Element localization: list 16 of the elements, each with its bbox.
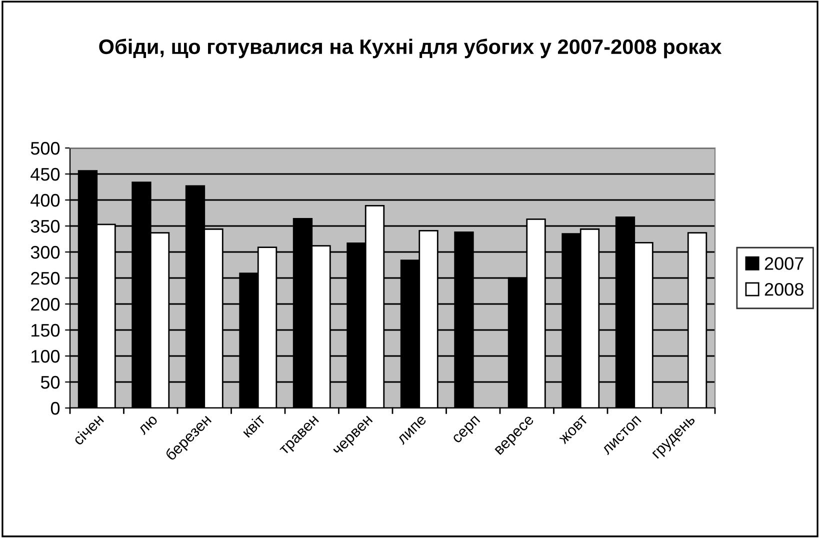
y-tick-label: 250 — [31, 272, 60, 285]
x-tick-label: квіт — [241, 413, 266, 438]
y-tick-label: 500 — [30, 142, 60, 155]
legend-label: 2008 — [764, 282, 804, 296]
y-tick-label: 100 — [32, 350, 60, 363]
y-tick-label: 0 — [50, 402, 60, 415]
x-tick-label: лю — [138, 415, 158, 436]
chart-title: Обіди, що готувалися на Кухні для убогих у 2007-2008 роках — [99, 38, 722, 58]
y-tick-label: 200 — [31, 298, 60, 311]
y-tick-label: 350 — [30, 220, 60, 233]
y-tick-label: 400 — [30, 194, 60, 207]
y-tick-label: 300 — [30, 246, 60, 259]
y-tick-label: 150 — [32, 324, 60, 337]
y-tick-label: 450 — [30, 168, 60, 181]
legend-label: 2007 — [764, 257, 804, 270]
y-tick-label: 50 — [40, 376, 60, 389]
